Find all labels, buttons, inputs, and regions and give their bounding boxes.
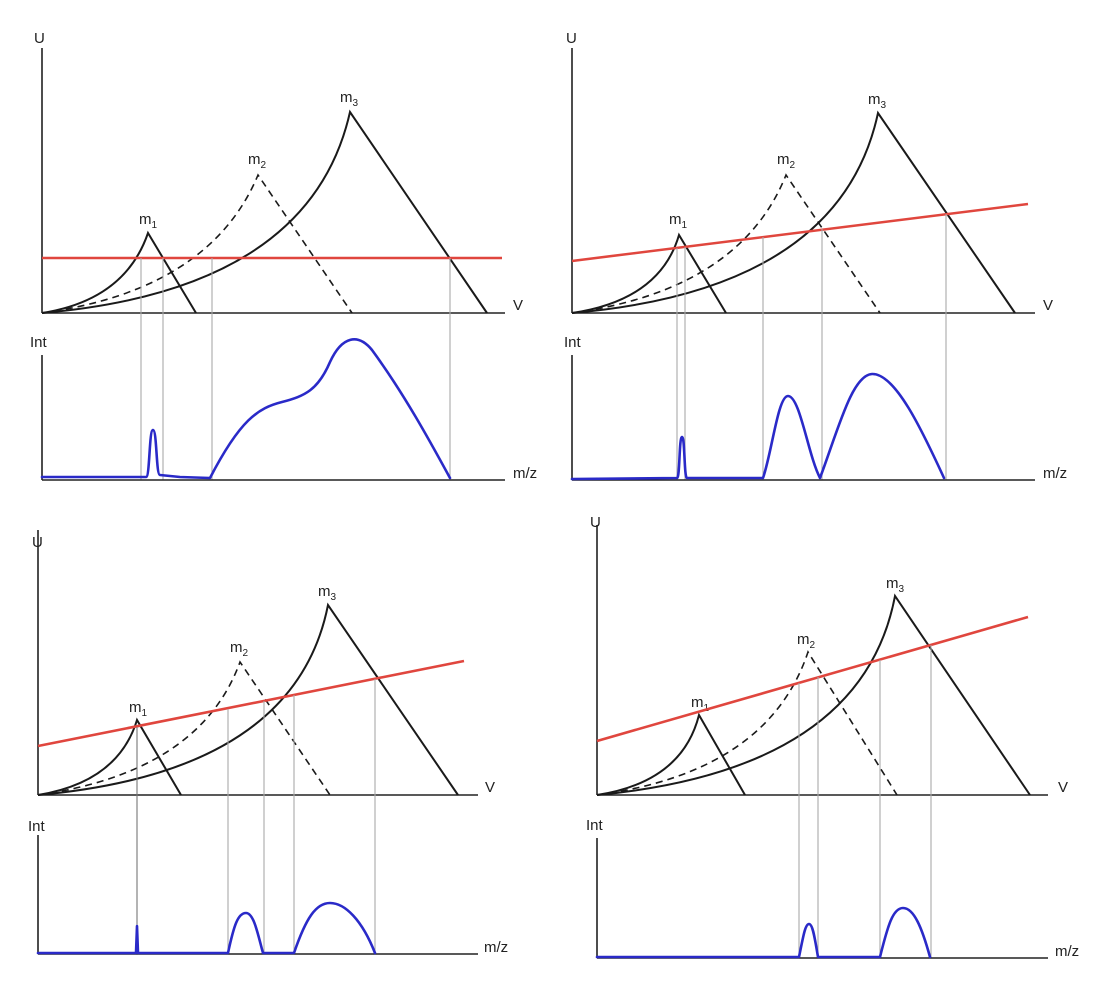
projection-lines xyxy=(140,258,451,480)
stability-region-m3 xyxy=(596,593,1031,796)
stability-region-m2 xyxy=(41,173,353,314)
panel-top-right: U V m1 m2 m3 Int m/z xyxy=(564,30,1067,482)
stability-region-m1 xyxy=(37,717,182,796)
scan-line xyxy=(571,202,1029,263)
mass-spectrum xyxy=(570,372,946,481)
label-m3: m3 xyxy=(886,575,905,595)
label-m3: m3 xyxy=(340,89,359,109)
int-axis-label: Int xyxy=(30,334,48,351)
mz-axis-label: m/z xyxy=(1055,943,1079,960)
u-axis-label: U xyxy=(566,30,577,47)
label-m3: m3 xyxy=(318,583,337,603)
label-m3: m3 xyxy=(868,91,887,111)
panel-bottom-left: U V m1 m2 m3 Int m/z xyxy=(28,530,508,956)
stability-region-m1 xyxy=(41,230,197,314)
u-axis-label: U xyxy=(590,514,601,531)
projection-lines xyxy=(798,645,932,958)
v-axis-label: V xyxy=(513,297,523,314)
label-m2: m2 xyxy=(797,631,816,651)
int-axis-label: Int xyxy=(586,817,604,834)
int-axis-label: Int xyxy=(28,818,46,835)
stability-region-m2 xyxy=(37,660,331,796)
panel-top-left: U V m1 m2 m3 Int m/z xyxy=(30,30,537,482)
projection-lines xyxy=(136,679,376,954)
projection-lines xyxy=(676,214,947,480)
label-m1: m1 xyxy=(669,211,688,231)
mass-spectrum xyxy=(36,901,377,955)
label-m1: m1 xyxy=(139,211,158,231)
mz-axis-label: m/z xyxy=(513,465,537,482)
mass-spectrum xyxy=(595,906,932,959)
mz-axis-label: m/z xyxy=(484,939,508,956)
label-m2: m2 xyxy=(230,639,249,659)
stability-region-m2 xyxy=(571,173,881,314)
v-axis-label: V xyxy=(1043,297,1053,314)
label-m2: m2 xyxy=(248,151,267,171)
label-m2: m2 xyxy=(777,151,796,171)
panel-bottom-right: U V m1 m2 m3 Int m/z xyxy=(586,514,1079,960)
u-axis-label: U xyxy=(34,30,45,47)
u-axis-label: U xyxy=(32,534,43,551)
scan-line xyxy=(37,659,465,748)
v-axis-label: V xyxy=(485,779,495,796)
stability-region-m1 xyxy=(571,232,727,314)
stability-region-m1 xyxy=(596,712,746,796)
int-axis-label: Int xyxy=(564,334,582,351)
v-axis-label: V xyxy=(1058,779,1068,796)
stability-region-m3 xyxy=(41,109,488,314)
mz-axis-label: m/z xyxy=(1043,465,1067,482)
mass-spectrum xyxy=(40,338,452,480)
stability-region-m3 xyxy=(571,110,1016,314)
stability-region-m2 xyxy=(596,650,898,796)
label-m1: m1 xyxy=(129,699,148,719)
scan-line xyxy=(596,615,1029,743)
stability-region-m3 xyxy=(37,602,459,796)
